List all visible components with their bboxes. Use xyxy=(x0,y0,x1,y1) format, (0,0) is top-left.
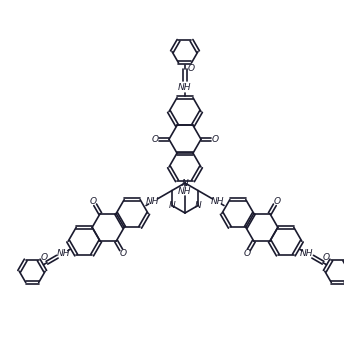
Text: O: O xyxy=(89,197,97,206)
Text: NH: NH xyxy=(210,197,224,206)
Text: NH: NH xyxy=(146,197,160,206)
Text: N: N xyxy=(182,179,189,188)
Text: O: O xyxy=(323,253,330,262)
Text: O: O xyxy=(120,249,127,258)
Text: O: O xyxy=(243,249,250,258)
Text: O: O xyxy=(187,64,195,73)
Text: O: O xyxy=(40,253,47,262)
Text: NH: NH xyxy=(57,249,70,258)
Text: NH: NH xyxy=(300,249,313,258)
Text: N: N xyxy=(169,201,175,210)
Text: NH: NH xyxy=(178,186,192,195)
Text: NH: NH xyxy=(178,83,192,92)
Text: O: O xyxy=(212,135,218,144)
Text: O: O xyxy=(273,197,280,206)
Text: N: N xyxy=(195,201,201,210)
Text: O: O xyxy=(151,135,159,144)
